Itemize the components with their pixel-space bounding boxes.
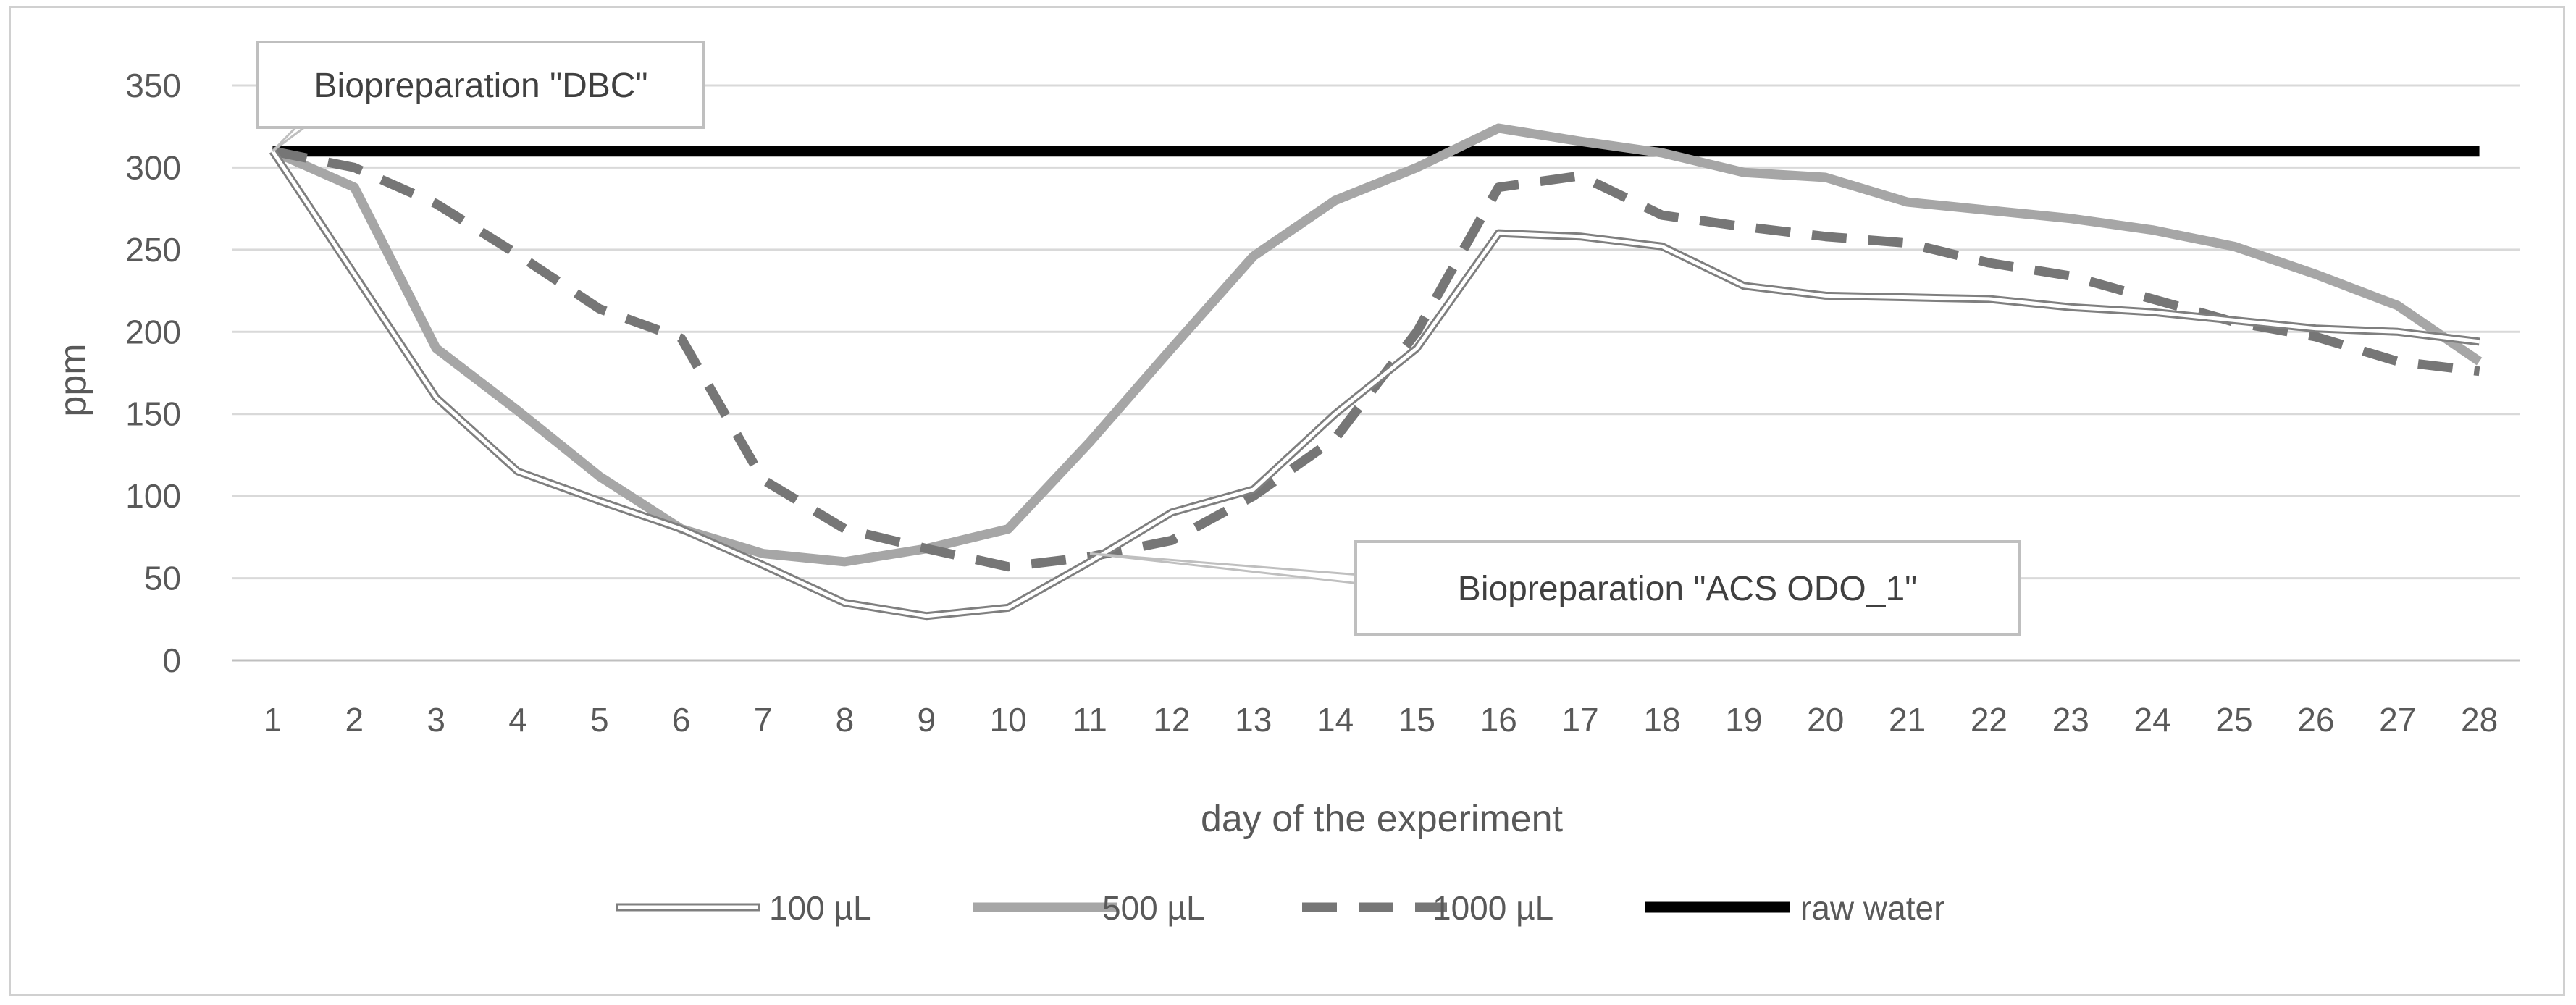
callouts: Biopreparation "DBC" Biopreparation "ACS … [256, 41, 2021, 636]
x-tick-label: 1 [264, 701, 282, 739]
series-line-inner [271, 150, 2480, 618]
x-tick-label: 3 [427, 701, 445, 739]
x-tick-label: 2 [345, 701, 364, 739]
x-tick-label: 15 [1398, 701, 1435, 739]
y-tick-label: 250 [125, 231, 181, 269]
x-tick-label: 11 [1073, 701, 1107, 739]
legend-label: raw water [1800, 889, 1944, 927]
x-tick-label: 27 [2379, 701, 2416, 739]
legend: 100 µL 500 µL 1000 µL raw water [616, 889, 1944, 927]
x-tick-label: 5 [590, 701, 609, 739]
chart-frame [9, 6, 2565, 996]
y-tick-label: 0 [162, 642, 181, 679]
legend-label: 1000 µL [1432, 889, 1553, 927]
y-tick-label: 100 [125, 477, 181, 515]
x-tick-label: 14 [1317, 701, 1354, 739]
x-tick-label: 25 [2215, 701, 2252, 739]
series-lines [269, 123, 2483, 621]
legend-item: 100 µL [616, 889, 872, 927]
x-tick-label: 10 [990, 701, 1027, 739]
x-tick-label: 21 [1889, 701, 1926, 739]
callout-text: Biopreparation "ACS ODO_1" [1458, 570, 1917, 608]
x-axis-label: day of the experiment [1201, 798, 1564, 840]
series-500-l [270, 123, 2483, 567]
y-tick-label: 300 [125, 148, 181, 186]
y-tick-label: 350 [125, 67, 181, 104]
x-tick-label: 23 [2052, 701, 2089, 739]
x-tick-label: 9 [917, 701, 936, 739]
y-tick-label: 150 [125, 395, 181, 433]
x-tick-label: 13 [1235, 701, 1272, 739]
callout-0: Biopreparation "DBC" [256, 41, 705, 152]
x-tick-label: 16 [1480, 701, 1517, 739]
series-line [270, 123, 2483, 567]
gridlines [232, 84, 2520, 662]
x-tick-label: 19 [1725, 701, 1762, 739]
x-tick-label: 24 [2134, 701, 2171, 739]
x-tick-label: 4 [508, 701, 527, 739]
x-tick-label: 26 [2297, 701, 2334, 739]
callout-box [256, 41, 705, 129]
legend-item: 500 µL [973, 889, 1205, 927]
x-tick-label: 7 [754, 701, 773, 739]
x-tick-label: 22 [1971, 701, 2007, 739]
callout-box [1354, 540, 2021, 636]
x-tick-labels: 1 2 3 4 5 6 7 8 9 10 11 12 13 14 15 16 17 18 19 20 21 22 23 24 2… [264, 701, 2499, 739]
y-tick-labels: 0 50 100 150 200 250 300 350 [125, 67, 181, 679]
y-tick-label: 50 [144, 560, 181, 597]
legend-item: raw water [1645, 889, 1944, 927]
y-tick-label: 200 [125, 313, 181, 350]
legend-item: 1000 µL [1302, 889, 1553, 927]
y-axis-label: ppm [52, 343, 94, 416]
series-100-l [269, 148, 2480, 621]
legend-label: 500 µL [1102, 889, 1205, 927]
x-tick-label: 18 [1643, 701, 1680, 739]
x-tick-label: 8 [836, 701, 855, 739]
x-tick-label: 6 [672, 701, 691, 739]
callout-1: Biopreparation "ACS ODO_1" [1089, 540, 2021, 636]
x-tick-label: 20 [1807, 701, 1844, 739]
legend-label: 100 µL [769, 889, 872, 927]
callout-text: Biopreparation "DBC" [314, 67, 648, 105]
x-tick-label: 28 [2461, 701, 2498, 739]
x-tick-label: 17 [1562, 701, 1599, 739]
x-tick-label: 12 [1153, 701, 1190, 739]
